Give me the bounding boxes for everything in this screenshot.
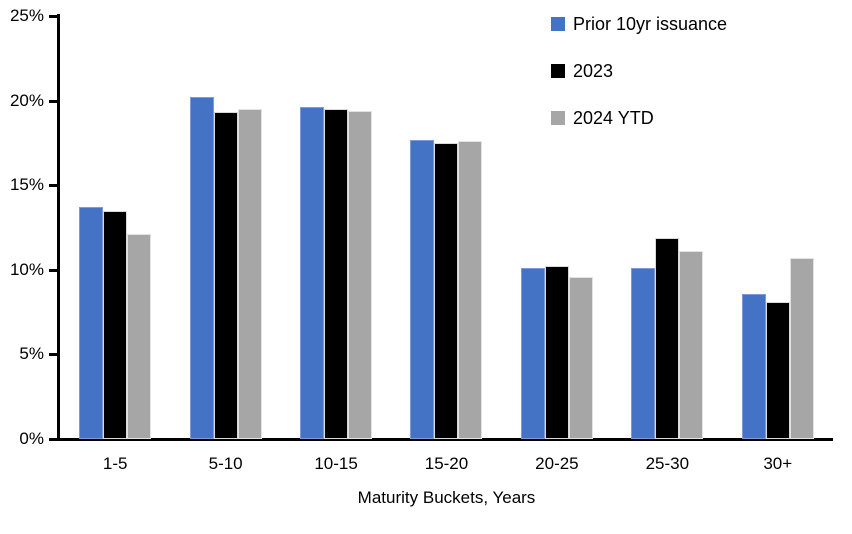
legend-entry-prior-10yr-issuance: Prior 10yr issuance <box>551 10 727 38</box>
bar-group-30 <box>723 16 833 439</box>
bar-2023 <box>324 109 349 439</box>
y-tick-mark <box>49 15 58 18</box>
y-tick-label: 5% <box>19 344 44 364</box>
x-tick-label-20-25: 20-25 <box>535 454 579 473</box>
bar-2023 <box>765 301 790 439</box>
x-tick-label-25-30: 25-30 <box>645 454 690 473</box>
y-axis-line <box>57 14 60 441</box>
bar-2024-ytd <box>568 276 593 439</box>
y-tick-mark <box>49 353 58 357</box>
legend-label: 2023 <box>573 60 614 81</box>
legend-swatch-icon <box>551 111 565 125</box>
bar-2023 <box>213 112 238 439</box>
bar-2023 <box>544 266 569 439</box>
legend-entry-2024-ytd: 2024 YTD <box>551 104 727 132</box>
x-axis-line <box>50 438 833 441</box>
bar-2023 <box>434 142 459 439</box>
bar-2024-ytd <box>679 251 704 439</box>
bar-2024-ytd <box>458 141 483 439</box>
bar-prior-10yr-issuance <box>410 139 435 439</box>
bar-prior-10yr-issuance <box>741 293 766 439</box>
bar-group-25-30 <box>612 16 722 439</box>
bar-prior-10yr-issuance <box>79 207 104 439</box>
legend-swatch-icon <box>551 17 565 31</box>
bar-prior-10yr-issuance <box>631 268 656 439</box>
bar-2024-ytd <box>348 110 373 439</box>
bar-group-5-10 <box>170 16 280 439</box>
y-tick-mark <box>49 438 58 441</box>
bar-prior-10yr-issuance <box>300 107 325 439</box>
bar-2023 <box>655 237 680 439</box>
x-tick-label-30: 30+ <box>763 454 793 473</box>
x-tick-label-5-10: 5-10 <box>208 454 243 473</box>
bar-group-15-20 <box>391 16 501 439</box>
bar-group-1-5 <box>60 16 170 439</box>
bar-2024-ytd <box>237 109 262 439</box>
y-tick-mark <box>49 268 58 272</box>
bar-2023 <box>103 210 128 439</box>
bar-group-20-25 <box>502 16 612 439</box>
legend-label: 2024 YTD <box>573 107 654 128</box>
x-tick-label-1-5: 1-5 <box>102 454 128 473</box>
x-tick-label-10-15: 10-15 <box>314 454 358 473</box>
legend-entry-2023: 2023 <box>551 57 727 85</box>
x-axis-title: Maturity Buckets, Years <box>357 488 536 507</box>
y-tick-mark <box>49 99 58 103</box>
y-tick-label: 25% <box>9 6 44 25</box>
bar-2024-ytd <box>127 234 152 439</box>
x-axis-labels: 1-5 5-10 10-15 15-20 20-25 25-30 30+ <box>60 454 833 474</box>
bar-2024-ytd <box>789 257 814 439</box>
legend-swatch-icon <box>551 64 565 78</box>
y-tick-label: 20% <box>9 90 44 110</box>
legend-label: Prior 10yr issuance <box>573 13 728 34</box>
x-tick-label-15-20: 15-20 <box>424 454 469 473</box>
legend: Prior 10yr issuance 2023 2024 YTD <box>551 10 727 132</box>
y-axis-labels: 0% 5% 10% 15% 20% 25% <box>0 6 44 448</box>
plot-area <box>60 16 833 439</box>
bar-prior-10yr-issuance <box>189 97 214 439</box>
y-tick-label: 10% <box>9 259 44 279</box>
y-tick-mark <box>49 184 58 188</box>
y-tick-label: 0% <box>19 429 44 448</box>
y-axis-ticks <box>49 15 58 441</box>
y-tick-label: 15% <box>9 175 44 195</box>
bar-groups <box>60 16 833 439</box>
bar-prior-10yr-issuance <box>520 268 545 439</box>
bar-group-10-15 <box>281 16 391 439</box>
